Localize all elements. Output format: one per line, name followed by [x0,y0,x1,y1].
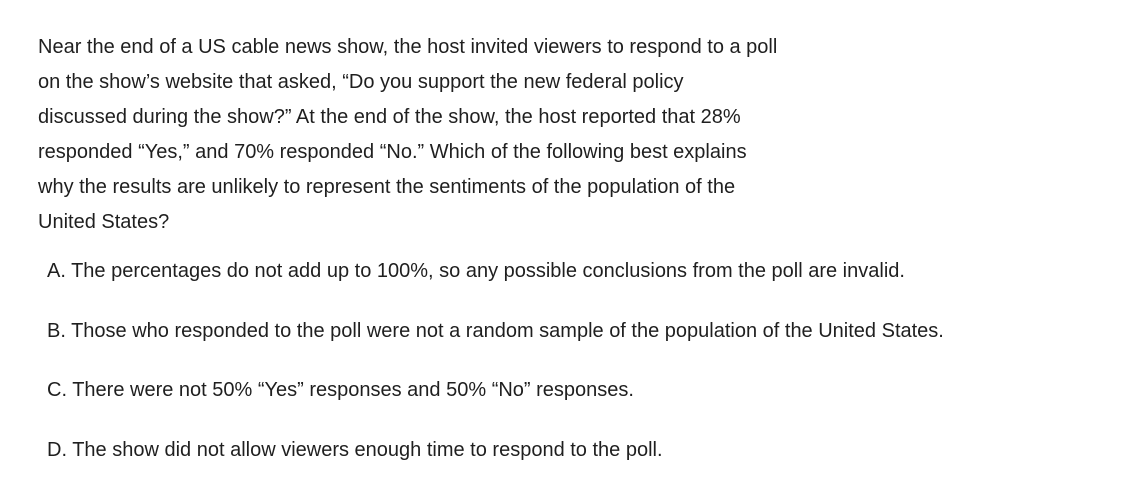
choice-b[interactable]: B. Those who responded to the poll were … [47,319,944,342]
question-line: United States? [38,211,170,233]
choice-c[interactable]: C. There were not 50% “Yes” responses an… [47,379,634,401]
question-line: responded “Yes,” and 70% responded “No.”… [38,141,747,163]
question-line: discussed during the show?” At the end o… [38,106,741,128]
answer-choices: A. The percentages do not add up to 100%… [47,252,944,490]
choice-a[interactable]: A. The percentages do not add up to 100%… [47,260,905,282]
choice-d[interactable]: D. The show did not allow viewers enough… [47,438,663,461]
question-text: Near the end of a US cable news show, th… [38,30,777,240]
question-line: why the results are unlikely to represen… [38,176,736,198]
question-line: on the show’s website that asked, “Do yo… [38,71,684,93]
question-line: Near the end of a US cable news show, th… [38,36,778,58]
